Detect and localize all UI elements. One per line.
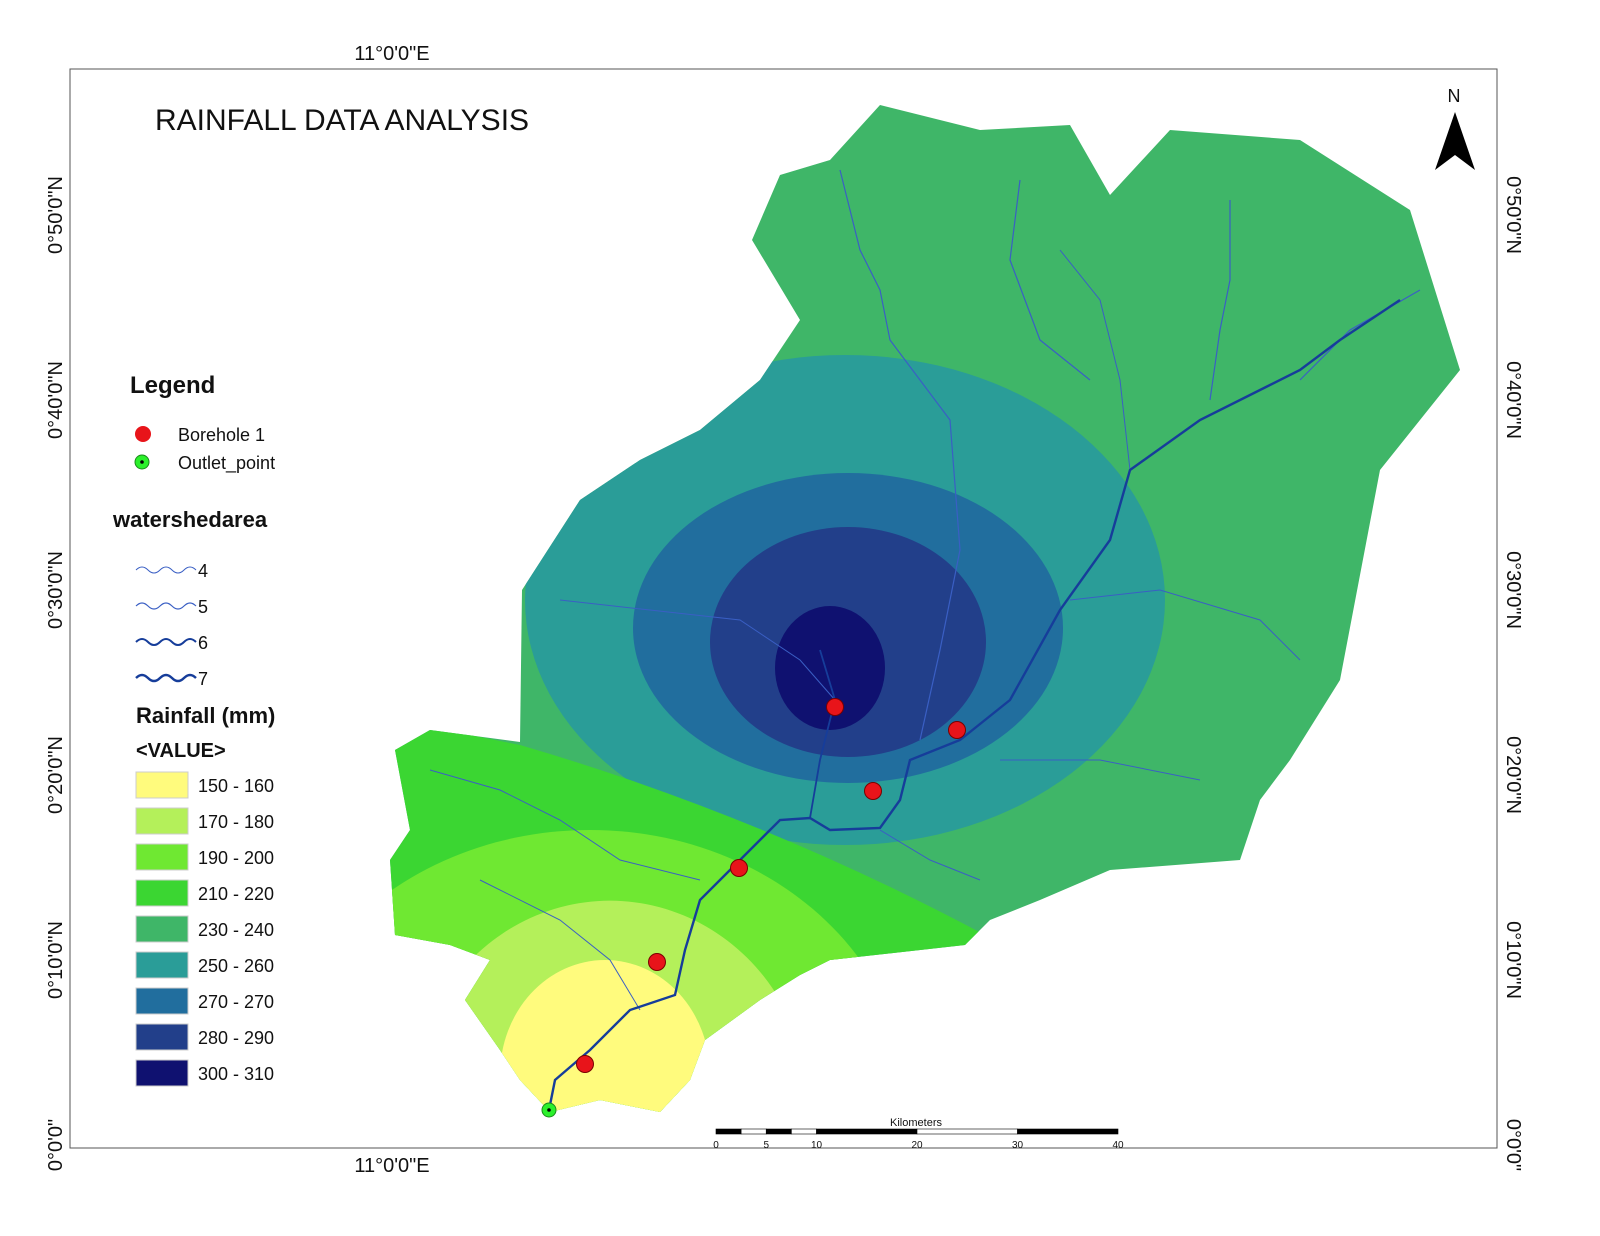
borehole-marker[interactable] (730, 859, 748, 877)
rainfall-class-swatch (135, 843, 189, 871)
borehole-marker[interactable] (576, 1055, 594, 1073)
scale-tick-label: 0 (713, 1140, 719, 1151)
rainfall-class-swatch (135, 771, 189, 799)
latitude-label: 0°0'0" (45, 1119, 67, 1171)
north-label: N (1448, 86, 1461, 106)
rainfall-class-swatch (135, 879, 189, 907)
longitude-label-top: 11°0'0"E (354, 43, 429, 65)
scale-segment (791, 1128, 817, 1135)
scale-segment (816, 1128, 918, 1135)
stream-order-5 (1009, 179, 1091, 381)
stream-order-4 (1059, 249, 1131, 471)
latitude-label: 0°30'0"N (1502, 551, 1524, 629)
stream-order-4 (479, 879, 641, 1011)
stream-legend-label: 5 (198, 597, 208, 617)
latitude-label: 0°0'0" (1502, 1119, 1524, 1171)
scale-bar: Kilometers 0 5 10 20 30 40 (713, 1117, 1124, 1151)
scale-segment (916, 1128, 1018, 1135)
stream-legend-symbol (135, 602, 197, 610)
stream-order-5 (1209, 200, 1231, 401)
map-title: RAINFALL DATA ANALYSIS (155, 104, 529, 137)
stream-network (429, 169, 1421, 1111)
scale-tick-label: 30 (1012, 1140, 1024, 1151)
scale-segment (765, 1128, 792, 1135)
rainfall-class-label: 250 - 260 (198, 956, 274, 976)
rainfall-heading: Rainfall (mm) (136, 703, 275, 728)
north-arrow-icon (1435, 112, 1475, 170)
rainfall-zone-150-160 (500, 960, 710, 1112)
scale-unit: Kilometers (890, 1117, 942, 1129)
stream-order-4 (429, 769, 701, 881)
stream-order-4 (1000, 759, 1201, 781)
legend: Legend Borehole 1 Outlet_point watershed… (112, 372, 275, 1087)
scale-tick-label: 5 (763, 1140, 769, 1151)
scale-tick-label: 10 (811, 1140, 823, 1151)
borehole-marker[interactable] (648, 953, 666, 971)
stream-order-4 (1069, 589, 1301, 661)
stream-legend-label: 4 (198, 561, 208, 581)
stream-legend-label: 7 (198, 669, 208, 689)
stream-legend-label: 6 (198, 633, 208, 653)
rainfall-class-label: 210 - 220 (198, 884, 274, 904)
latitude-label: 0°10'0"N (1502, 921, 1524, 999)
scale-tick-label: 40 (1112, 1140, 1124, 1151)
scale-segment (715, 1128, 742, 1135)
stream-order-7 (547, 299, 1401, 1111)
rainfall-class-label: 280 - 290 (198, 1028, 274, 1048)
latitude-label: 0°40'0"N (1502, 361, 1524, 439)
scale-segment (740, 1128, 767, 1135)
rainfall-class-label: 150 - 160 (198, 776, 274, 796)
legend-borehole-label: Borehole 1 (178, 425, 265, 445)
stream-order-4 (559, 599, 836, 701)
scale-tick-label: 20 (911, 1140, 923, 1151)
latitude-label: 0°40'0"N (45, 361, 67, 439)
latitude-label: 0°20'0"N (45, 736, 67, 814)
rainfall-class-swatch (135, 915, 189, 943)
rainfall-class-swatch (135, 987, 189, 1015)
borehole-marker[interactable] (864, 782, 882, 800)
rainfall-class-label: 270 - 270 (198, 992, 274, 1012)
stream-order-5 (839, 169, 961, 741)
borehole-marker[interactable] (948, 721, 966, 739)
streams-heading: watershedarea (112, 507, 268, 532)
borehole-marker[interactable] (826, 698, 844, 716)
map-frame (69, 68, 1498, 1149)
rainfall-class-label: 300 - 310 (198, 1064, 274, 1084)
rainfall-raster (390, 105, 1460, 1112)
borehole-layer (541, 698, 966, 1118)
rainfall-class-label: 190 - 200 (198, 848, 274, 868)
stream-order-6 (809, 649, 836, 819)
latitude-label: 0°50'0"N (45, 176, 67, 254)
stream-legend-symbol (135, 566, 197, 574)
borehole-symbol (135, 426, 151, 442)
longitude-label-bottom: 11°0'0"E (354, 1155, 429, 1177)
outlet-dot (140, 460, 144, 464)
legend-outlet-label: Outlet_point (178, 453, 275, 474)
stream-legend-symbol (135, 673, 197, 683)
outlet-point-dot (547, 1108, 551, 1112)
stream-legend-symbol (135, 638, 197, 646)
rainfall-class-swatch (135, 951, 189, 979)
rainfall-class-label: 170 - 180 (198, 812, 274, 832)
stream-order-4 (879, 829, 981, 881)
rainfall-subheading: <VALUE> (136, 740, 226, 762)
latitude-label: 0°10'0"N (45, 921, 67, 999)
rainfall-class-label: 230 - 240 (198, 920, 274, 940)
rainfall-class-swatch (135, 1023, 189, 1051)
latitude-label: 0°50'0"N (1502, 176, 1524, 254)
rainfall-zone-300-310 (775, 606, 885, 730)
rainfall-class-swatch (135, 807, 189, 835)
scale-segment (1017, 1128, 1119, 1135)
latitude-label: 0°30'0"N (45, 551, 67, 629)
rainfall-class-swatch (135, 1059, 189, 1087)
north-arrow: N (1435, 86, 1475, 170)
latitude-label: 0°20'0"N (1502, 736, 1524, 814)
latitude-labels: 0°50'0"N 0°50'0"N 0°40'0"N 0°40'0"N 0°30'0"N… (45, 176, 1524, 1171)
legend-heading: Legend (130, 372, 215, 399)
